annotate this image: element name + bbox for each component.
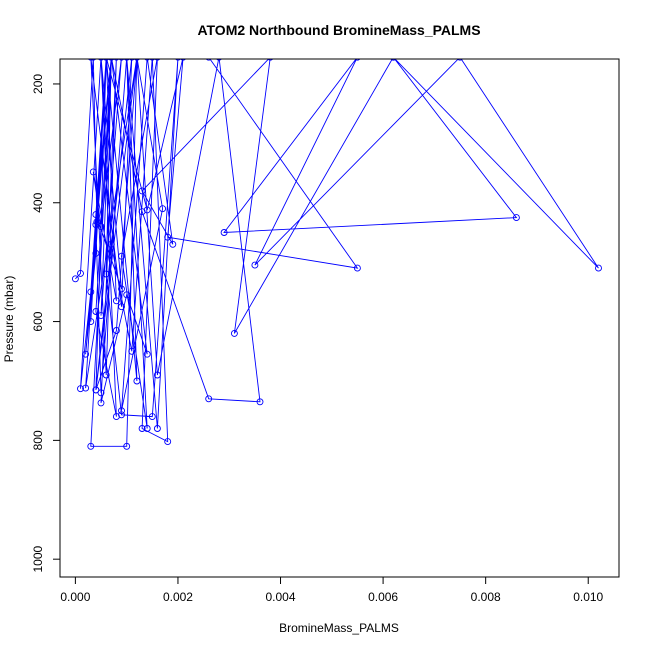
x-tick-label: 0.002 [163,590,193,604]
data-point [82,384,90,392]
data-point [90,59,97,61]
data-point [354,59,361,61]
plot-area [71,59,602,450]
data-point [112,327,120,334]
data-point [103,59,110,61]
y-axis-label: Pressure (mbar) [2,276,16,363]
series-line [75,59,599,447]
data-point [133,59,140,61]
data-point [353,264,361,272]
data-point [148,413,156,421]
data-point [97,389,105,397]
data-point [92,211,100,219]
data-point [77,269,84,277]
data-point [169,240,177,248]
data-point [118,285,125,293]
chart-title: ATOM2 Northbound BromineMass_PALMS [197,22,480,38]
data-point [143,350,151,358]
y-tick-label: 800 [31,430,45,450]
data-point [77,385,84,393]
data-point [180,59,187,61]
data-point [93,218,101,226]
data-point [143,425,151,432]
data-point [92,386,100,394]
data-point [97,312,105,320]
data-point [144,59,151,61]
y-axis: 200 400 600 800 1000 [31,74,61,573]
data-point [390,59,397,61]
data-point [153,425,161,432]
data-point [595,264,602,272]
data-point [71,275,79,283]
data-point [87,318,95,326]
data-point [118,252,125,260]
data-point [118,407,125,415]
data-point [153,371,161,379]
x-tick-label: 0.008 [471,590,501,604]
data-point [164,233,172,241]
y-tick-label: 600 [31,311,45,331]
data-point [108,59,115,61]
data-point [220,229,228,236]
data-point [457,59,463,61]
data-point [216,59,222,61]
data-point [128,59,135,61]
x-tick-label: 0.000 [60,590,90,604]
data-point [138,187,146,195]
y-tick-label: 1000 [31,546,45,573]
data-point [164,438,172,446]
x-axis: 0.000 0.002 0.004 0.006 0.008 0.010 [60,576,604,604]
data-point [102,270,110,278]
data-point [205,59,212,61]
data-point [230,329,238,337]
data-point [92,221,100,229]
data-point [128,347,136,355]
x-tick-label: 0.006 [368,590,398,604]
data-point [92,249,100,257]
data-point [92,308,100,315]
data-point [133,377,141,385]
data-point [87,59,94,61]
data-point [112,297,120,305]
data-point [256,398,264,406]
data-point [118,411,125,419]
data-point [97,399,105,407]
series-layer [71,59,602,450]
data-point [107,240,115,248]
data-point [87,288,95,296]
data-point [149,59,156,61]
data-point [123,59,130,61]
data-point [267,59,274,61]
data-point [89,168,97,176]
data-point [87,442,95,450]
data-point [82,350,90,358]
data-point [98,59,104,61]
data-point [123,291,131,299]
data-point [123,442,131,450]
data-point [154,59,161,61]
data-point [205,395,213,403]
data-point [251,261,259,269]
x-tick-label: 0.004 [266,590,296,604]
y-tick-label: 200 [31,74,45,94]
data-point [159,205,167,213]
data-point [138,208,146,216]
y-tick-label: 400 [31,192,45,212]
data-point [118,59,125,61]
data-point [512,214,520,222]
data-point [138,425,146,432]
data-point [175,59,181,61]
data-point [113,59,120,61]
data-point [118,303,125,311]
data-point [102,371,110,379]
x-tick-label: 0.010 [573,590,603,604]
x-axis-label: BromineMass_PALMS [279,621,399,635]
